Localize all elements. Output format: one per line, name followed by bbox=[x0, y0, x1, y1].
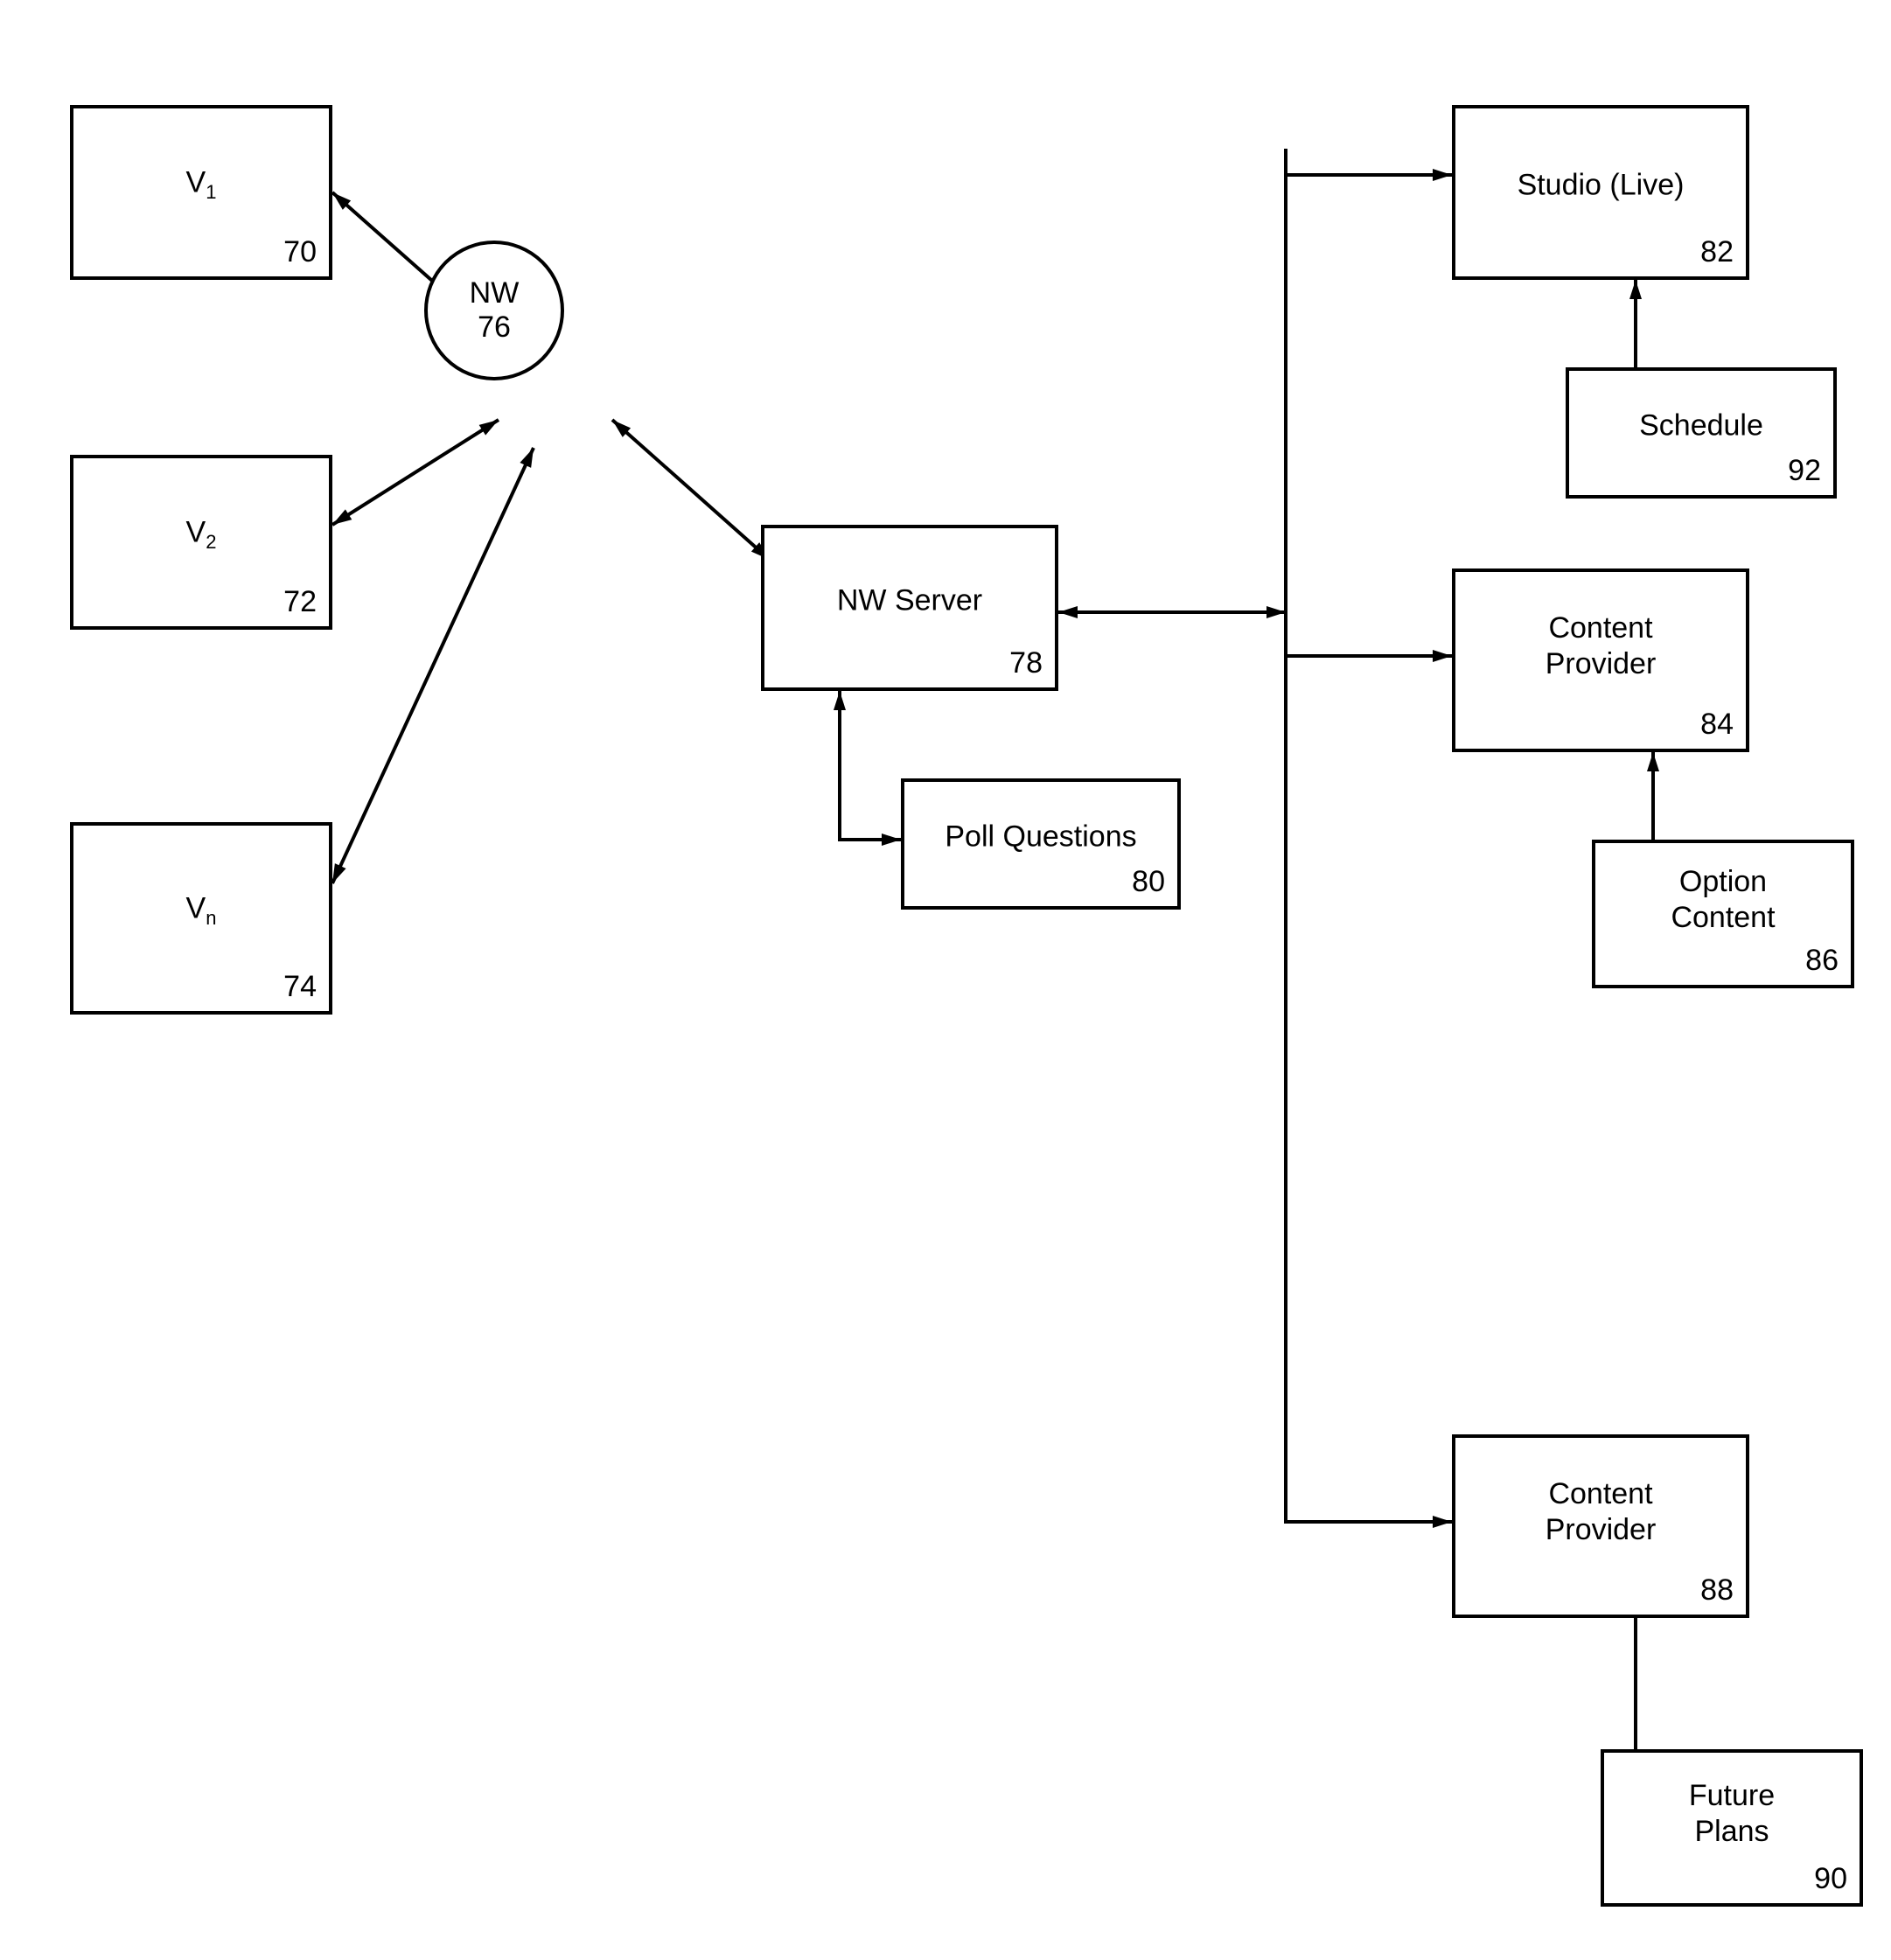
node-fut: Future Plans 90 bbox=[1601, 1749, 1863, 1907]
node-ref-cp1: 84 bbox=[1700, 708, 1734, 742]
node-opt: Option Content 86 bbox=[1592, 840, 1854, 988]
node-label-cp1: Content Provider bbox=[1455, 610, 1746, 682]
node-ref-opt: 86 bbox=[1805, 944, 1839, 978]
node-label-vn: Vn bbox=[73, 890, 329, 930]
node-ref-v1: 70 bbox=[283, 235, 317, 269]
node-label-v1: V1 bbox=[73, 164, 329, 204]
node-vn: Vn 74 bbox=[70, 822, 332, 1015]
node-sch: Schedule 92 bbox=[1566, 367, 1837, 499]
node-v1: V1 70 bbox=[70, 105, 332, 280]
node-v2: V2 72 bbox=[70, 455, 332, 630]
node-cp2: Content Provider 88 bbox=[1452, 1434, 1749, 1618]
node-nw: NW76 bbox=[424, 241, 564, 380]
node-cp1: Content Provider 84 bbox=[1452, 568, 1749, 752]
node-label-stu: Studio (Live) bbox=[1455, 167, 1746, 203]
node-label-sch: Schedule bbox=[1569, 408, 1833, 443]
node-label-nw: NW76 bbox=[428, 276, 561, 345]
node-ref-fut: 90 bbox=[1814, 1862, 1847, 1896]
node-ref-v2: 72 bbox=[283, 585, 317, 619]
node-label-fut: Future Plans bbox=[1604, 1778, 1860, 1850]
node-ref-poll: 80 bbox=[1132, 865, 1165, 899]
node-ref-cp2: 88 bbox=[1700, 1573, 1734, 1608]
node-label-cp2: Content Provider bbox=[1455, 1476, 1746, 1548]
edge-e-nw-srv bbox=[612, 420, 770, 560]
node-ref-vn: 74 bbox=[283, 970, 317, 1004]
node-label-v2: V2 bbox=[73, 514, 329, 554]
node-label-srv: NW Server bbox=[764, 582, 1055, 618]
node-label-poll: Poll Questions bbox=[904, 819, 1177, 854]
edge-e-bus-stu bbox=[1286, 149, 1452, 1522]
node-ref-stu: 82 bbox=[1700, 235, 1734, 269]
diagram-canvas: V1 70 V2 72 Vn 74 NW76 NW Server 78 Poll Question… bbox=[0, 0, 1891, 1960]
edge-e-vn-nw bbox=[332, 448, 534, 883]
node-ref-srv: 78 bbox=[1009, 646, 1043, 680]
edge-e-v2-nw bbox=[332, 420, 499, 525]
node-ref-sch: 92 bbox=[1788, 454, 1821, 488]
edge-e-srv-poll bbox=[840, 691, 901, 840]
node-stu: Studio (Live) 82 bbox=[1452, 105, 1749, 280]
node-label-opt: Option Content bbox=[1595, 864, 1851, 936]
node-srv: NW Server 78 bbox=[761, 525, 1058, 691]
node-poll: Poll Questions 80 bbox=[901, 778, 1181, 910]
